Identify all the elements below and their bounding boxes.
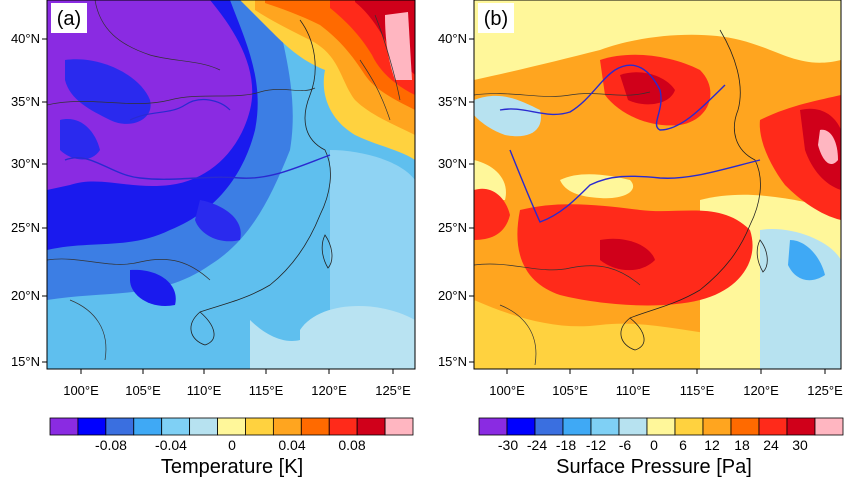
colorbar-tick-label: 0 xyxy=(650,437,658,453)
lat-tick-label: 20°N xyxy=(11,288,40,303)
colorbar-temperature xyxy=(49,417,414,436)
colorbar-swatch xyxy=(506,417,536,436)
lon-tick-label: 120°E xyxy=(743,383,779,398)
colorbar-swatch xyxy=(590,417,620,436)
colorbar-swatch xyxy=(814,417,844,436)
colorbar-tick-label: -18 xyxy=(556,437,576,453)
lat-tick-label: 35°N xyxy=(438,94,467,109)
lon-tick-label: 120°E xyxy=(311,383,347,398)
colorbar-swatch xyxy=(328,417,358,436)
colorbar-tick-label: 6 xyxy=(679,437,687,453)
lat-tick-label: 30°N xyxy=(438,156,467,171)
colorbar-swatch xyxy=(618,417,648,436)
colorbar-pressure-ticks: -30 -24 -18 -12 -6 0 6 12 18 24 30 xyxy=(498,437,808,453)
colorbar-swatch xyxy=(189,417,218,436)
colorbar-tick-label: 12 xyxy=(704,437,720,453)
lat-tick-label: 40°N xyxy=(438,31,467,46)
colorbar-swatch xyxy=(300,417,330,436)
colorbar-tick-label: 0.08 xyxy=(338,437,365,453)
colorbar-tick-label: -30 xyxy=(498,437,518,453)
lat-tick-label: 25°N xyxy=(438,220,467,235)
colorbar-tick-label: 18 xyxy=(734,437,750,453)
lat-tick-label: 15°N xyxy=(11,354,40,369)
lon-tick-label: 115°E xyxy=(680,383,715,398)
panel-b-map xyxy=(474,0,841,369)
colorbar-tick-label: -0.04 xyxy=(155,437,187,453)
colorbar-surface-pressure xyxy=(478,417,844,436)
lon-tick-label: 105°E xyxy=(125,383,161,398)
colorbar-swatch xyxy=(245,417,274,436)
lon-tick-label: 125°E xyxy=(807,383,843,398)
colorbar-temperature-ticks: -0.08 -0.04 0 0.04 0.08 xyxy=(95,437,366,453)
panel-a-lon-axis: 100°E 105°E 110°E 115°E 120°E 125°E xyxy=(63,369,411,398)
lon-tick-label: 105°E xyxy=(552,383,588,398)
colorbar-swatch xyxy=(730,417,760,436)
panel-b-label: (b) xyxy=(484,8,508,30)
colorbar-tick-label: 30 xyxy=(792,437,808,453)
lat-tick-label: 25°N xyxy=(11,220,40,235)
colorbar-swatch xyxy=(384,417,414,436)
colorbar-swatch xyxy=(356,417,386,436)
panel-b-lat-axis: 40°N 35°N 30°N 25°N 20°N 15°N xyxy=(438,31,474,369)
colorbar-tick-label: 0 xyxy=(228,437,236,453)
colorbar-tick-label: -0.08 xyxy=(95,437,127,453)
colorbar-tick-label: -12 xyxy=(586,437,606,453)
colorbar-pressure-title: Surface Pressure [Pa] xyxy=(556,456,752,477)
lon-tick-label: 115°E xyxy=(249,383,284,398)
lat-tick-label: 20°N xyxy=(438,288,467,303)
colorbar-swatch xyxy=(786,417,816,436)
panel-a-lat-axis: 40°N 35°N 30°N 25°N 20°N 15°N xyxy=(11,31,47,369)
colorbar-swatch xyxy=(534,417,564,436)
colorbar-swatch xyxy=(478,417,508,436)
colorbar-swatch xyxy=(646,417,676,436)
lon-tick-label: 100°E xyxy=(63,383,99,398)
panel-b-lon-axis: 100°E 105°E 110°E 115°E 120°E 125°E xyxy=(489,369,843,398)
colorbar-swatch xyxy=(49,417,79,436)
lat-tick-label: 40°N xyxy=(11,31,40,46)
colorbar-tick-label: -6 xyxy=(619,437,632,453)
colorbar-tick-label: 24 xyxy=(763,437,779,453)
lon-tick-label: 125°E xyxy=(375,383,411,398)
colorbar-swatch xyxy=(674,417,704,436)
colorbar-swatch xyxy=(217,417,246,436)
colorbar-swatch xyxy=(105,417,135,436)
colorbar-swatch xyxy=(77,417,107,436)
panel-b-frame xyxy=(473,0,842,370)
panel-b-label-box xyxy=(478,3,514,33)
colorbar-swatch xyxy=(562,417,592,436)
panel-a-label-box xyxy=(51,3,87,33)
lat-tick-label: 30°N xyxy=(11,156,40,171)
lat-tick-label: 15°N xyxy=(438,354,467,369)
colorbar-temperature-title: Temperature [K] xyxy=(161,456,303,477)
lon-tick-label: 110°E xyxy=(616,383,651,398)
colorbar-swatch xyxy=(702,417,732,436)
colorbar-swatch xyxy=(758,417,788,436)
colorbar-swatch xyxy=(272,417,302,436)
colorbar-swatch xyxy=(161,417,191,436)
colorbar-tick-label: 0.04 xyxy=(278,437,305,453)
lat-tick-label: 35°N xyxy=(11,94,40,109)
panel-a-frame xyxy=(46,0,416,370)
lon-tick-label: 100°E xyxy=(489,383,525,398)
colorbar-swatch xyxy=(133,417,163,436)
panel-a-label: (a) xyxy=(57,8,81,30)
panel-a-map xyxy=(47,0,415,369)
lon-tick-label: 110°E xyxy=(187,383,222,398)
colorbar-tick-label: -24 xyxy=(527,437,547,453)
